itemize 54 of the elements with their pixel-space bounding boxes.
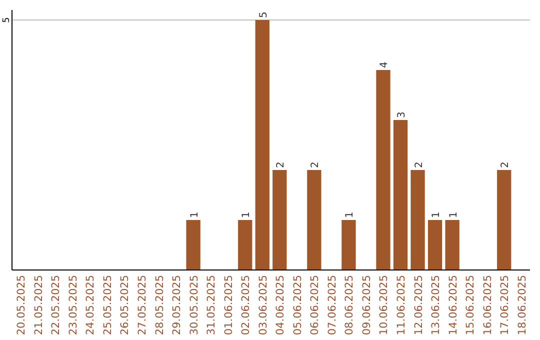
x-tick-label: 16.06.2025 bbox=[482, 275, 494, 336]
x-tick-label: 07.06.2025 bbox=[326, 275, 338, 336]
x-tick-label: 04.06.2025 bbox=[274, 275, 287, 336]
x-tick-label: 06.06.2025 bbox=[309, 275, 322, 336]
bar bbox=[376, 70, 390, 270]
x-tick-label: 23.05.2025 bbox=[67, 275, 80, 336]
data-label: 3 bbox=[396, 112, 408, 118]
x-tick-label: 01.06.2025 bbox=[222, 275, 235, 336]
data-label: 2 bbox=[276, 162, 287, 168]
x-tick-label: 05.06.2025 bbox=[292, 275, 304, 336]
data-label: 1 bbox=[431, 212, 442, 218]
x-tick-label: 29.05.2025 bbox=[171, 275, 184, 336]
x-tick-label: 25.05.2025 bbox=[102, 275, 114, 336]
x-tick-label: 18.06.2025 bbox=[516, 275, 528, 336]
x-tick-label: 03.06.2025 bbox=[257, 275, 270, 336]
x-tick-label: 24.05.2025 bbox=[84, 275, 97, 336]
data-label: 2 bbox=[500, 162, 512, 168]
x-tick-label: 15.06.2025 bbox=[464, 275, 477, 336]
bar bbox=[393, 120, 408, 270]
x-tick-label: 08.06.2025 bbox=[344, 275, 356, 336]
x-tick-label: 28.05.2025 bbox=[154, 275, 166, 336]
data-label: 2 bbox=[414, 162, 425, 168]
x-tick-label: 17.06.2025 bbox=[499, 275, 512, 336]
data-label: 1 bbox=[241, 212, 252, 218]
x-tick-label: 21.05.2025 bbox=[32, 275, 45, 336]
bar bbox=[186, 220, 200, 270]
x-tick-label: 13.06.2025 bbox=[430, 275, 442, 336]
bar bbox=[255, 20, 270, 270]
data-label: 1 bbox=[344, 212, 356, 218]
x-tick-label: 30.05.2025 bbox=[188, 275, 200, 336]
bar bbox=[342, 220, 356, 270]
x-tick-label: 12.06.2025 bbox=[412, 275, 425, 336]
bar bbox=[307, 170, 322, 270]
x-tick-label: 31.05.2025 bbox=[206, 275, 218, 336]
x-tick-label: 20.05.2025 bbox=[16, 275, 28, 336]
data-label: 1 bbox=[448, 212, 460, 218]
data-label: 1 bbox=[189, 212, 200, 218]
bar bbox=[272, 170, 287, 270]
bar bbox=[445, 220, 460, 270]
x-tick-label: 22.05.2025 bbox=[50, 275, 62, 336]
x-tick-label: 26.05.2025 bbox=[119, 275, 132, 336]
x-tick-label: 10.06.2025 bbox=[378, 275, 390, 336]
x-tick-label: 27.05.2025 bbox=[136, 275, 148, 336]
data-label: 4 bbox=[379, 62, 390, 68]
x-tick-label: 02.06.2025 bbox=[240, 275, 252, 336]
x-tick-label: 14.06.2025 bbox=[447, 275, 460, 336]
bar bbox=[497, 170, 512, 270]
x-tick-label: 11.06.2025 bbox=[396, 275, 408, 336]
x-tick-label: 09.06.2025 bbox=[360, 275, 373, 336]
bar bbox=[428, 220, 442, 270]
bar bbox=[410, 170, 425, 270]
bar bbox=[238, 220, 252, 270]
data-label: 5 bbox=[258, 12, 270, 18]
data-label: 2 bbox=[310, 162, 322, 168]
